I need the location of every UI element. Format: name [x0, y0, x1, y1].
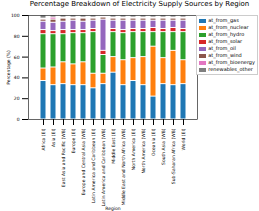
svg-text:East Asia and Pacific (WB): East Asia and Pacific (WB) [61, 128, 66, 187]
html-text:at_from_oil: at_from_oil [208, 45, 236, 51]
svg-text:Oceania (EI): Oceania (EI) [151, 128, 156, 156]
html-text:at_from_wind: at_from_wind [208, 52, 242, 58]
svg-text:Latin America and Caribbean (W: Latin America and Caribbean (WB) [101, 128, 106, 206]
svg-text:North America (WB): North America (WB) [141, 128, 146, 173]
svg-text:Sub-Saharan Africa (WB): Sub-Saharan Africa (WB) [171, 128, 176, 184]
svg-text:0: 0 [17, 117, 20, 122]
svg-text:North America (EI): North America (EI) [131, 128, 136, 170]
svg-text:Europe (EI): Europe (EI) [71, 128, 76, 153]
svg-text:Europe and Central Asia (WB): Europe and Central Asia (WB) [81, 128, 86, 195]
html-text:at_from_hydro: at_from_hydro [208, 31, 245, 37]
html-text:Percentage Breakdown of Electr: Percentage Breakdown of Electricity Supp… [29, 0, 250, 8]
svg-text:Africa (EI): Africa (EI) [41, 128, 46, 150]
svg-text:South Asia (WB): South Asia (WB) [161, 128, 166, 165]
html-text:at_from_gas: at_from_gas [208, 17, 239, 23]
svg-text:Latin America and Caribbean (E: Latin America and Caribbean (EI) [91, 128, 96, 203]
svg-text:Percentage (%): Percentage (%) [6, 50, 11, 85]
svg-text:20: 20 [14, 96, 20, 101]
svg-text:80: 80 [14, 34, 20, 39]
svg-text:Region: Region [105, 206, 121, 211]
html-text:at_from_solar: at_from_solar [208, 38, 243, 44]
html-text:at_from_nuclear: at_from_nuclear [208, 24, 249, 30]
svg-text:Middle East (EI): Middle East (EI) [111, 128, 116, 163]
svg-text:60: 60 [14, 55, 20, 60]
svg-text:Middle East and North Africa (: Middle East and North Africa (WB) [121, 128, 126, 205]
svg-text:40: 40 [14, 75, 20, 80]
html-text:renewables_other: renewables_other [208, 66, 253, 72]
svg-text:Asia (EI): Asia (EI) [51, 128, 56, 147]
svg-text:World (EI): World (EI) [181, 128, 186, 150]
svg-text:100: 100 [11, 13, 20, 18]
html-text:at_from_bioenergy: at_from_bioenergy [208, 59, 255, 65]
